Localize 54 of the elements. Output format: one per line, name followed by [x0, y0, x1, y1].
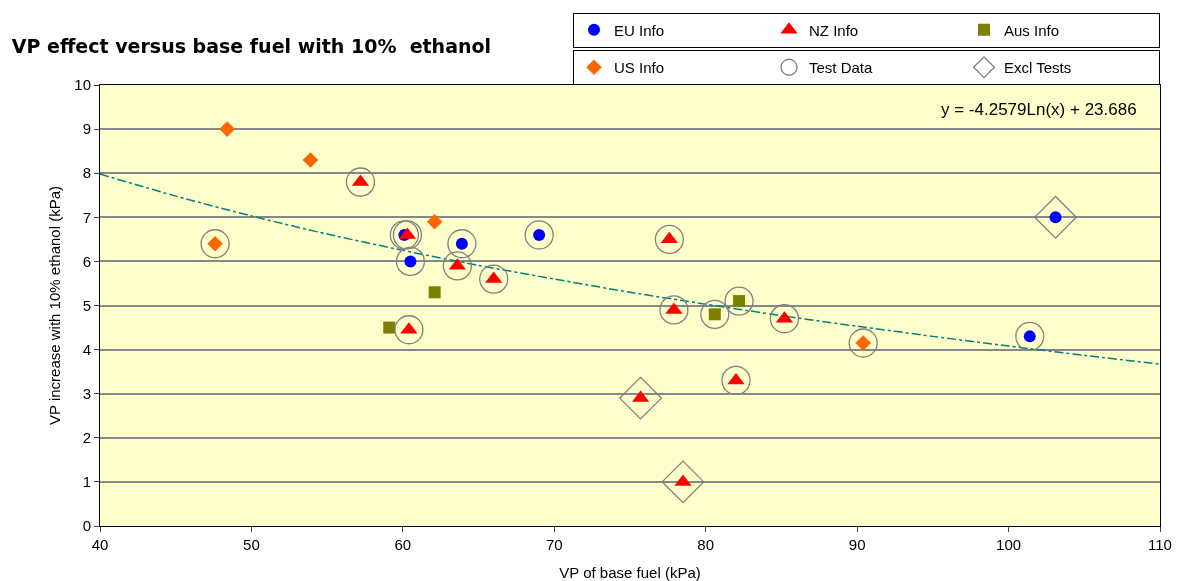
- point: [654, 224, 685, 254]
- annotation: y = -4.2579Ln(x) + 23.686: [941, 100, 1137, 119]
- y-tick-label: 6: [82, 252, 91, 270]
- y-axis-title: VP increase with 10% ethanol (kPa): [46, 185, 63, 426]
- y-tick-label: 7: [82, 208, 91, 226]
- point: [200, 229, 230, 259]
- x-tick-label: 50: [243, 536, 260, 553]
- point: [1015, 321, 1045, 352]
- line-series: [100, 173, 1160, 365]
- point: [769, 304, 800, 334]
- y-tick-label: 5: [82, 296, 91, 314]
- x-tick-label: 60: [394, 536, 412, 553]
- point: [447, 229, 477, 259]
- point: [428, 286, 441, 299]
- point: [442, 251, 473, 281]
- x-tick-label: 90: [848, 536, 866, 553]
- x-axis-title: VP of base fuel (kPa): [559, 564, 701, 581]
- legend-label: US Info: [614, 59, 665, 77]
- point: [524, 220, 554, 250]
- point: [426, 213, 443, 230]
- x-tick-label: 110: [1148, 536, 1172, 553]
- point: [479, 264, 509, 294]
- legend-label: Aus Info: [1004, 21, 1060, 39]
- point: [848, 328, 878, 358]
- point: [394, 315, 424, 345]
- y-tick-label: 2: [82, 429, 91, 447]
- point: [383, 321, 396, 334]
- y-tick-label: 9: [82, 120, 91, 138]
- point: [219, 121, 235, 137]
- x-tick-label: 80: [697, 536, 715, 553]
- point: [721, 365, 751, 396]
- legend-label: Excl Tests: [1004, 59, 1072, 77]
- y-tick-label: 10: [74, 76, 91, 94]
- point: [302, 152, 319, 168]
- point: [1034, 195, 1077, 239]
- y-tick-label: 8: [82, 164, 91, 182]
- y-tick-label: 4: [82, 340, 91, 358]
- x-tick-label: 100: [996, 536, 1022, 553]
- chart-title: VP effect versus base fuel with 10% ethanol: [11, 35, 492, 58]
- y-tick-label: 3: [82, 384, 91, 402]
- point: [724, 286, 754, 316]
- x-tick-label: 40: [91, 536, 109, 553]
- y-tick-label: 1: [82, 473, 91, 491]
- point: [395, 246, 426, 277]
- y-tick-label: 0: [82, 517, 91, 535]
- legend-label: EU Info: [614, 21, 665, 39]
- x-tick-label: 70: [545, 536, 563, 553]
- point: [659, 295, 689, 325]
- point: [345, 167, 376, 197]
- point: [700, 299, 730, 329]
- legend-label: Test Data: [809, 59, 874, 77]
- legend-label: NZ Info: [809, 21, 859, 39]
- point: [661, 460, 705, 504]
- point: [619, 376, 663, 420]
